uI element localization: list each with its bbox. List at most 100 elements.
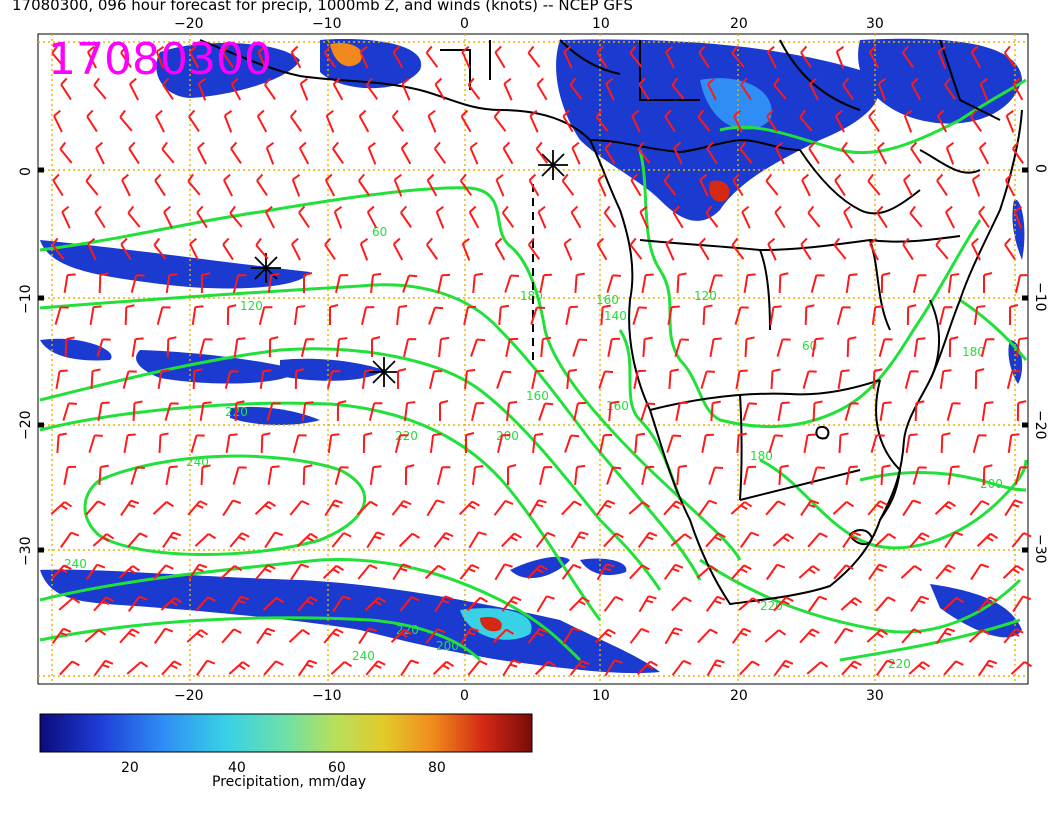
wind-barb [730,501,753,515]
wind-barb [129,77,139,101]
wind-barb [641,273,654,294]
wind-barb [641,465,655,486]
wind-barb [325,109,335,133]
wind-barb [290,563,310,581]
wind-barb [364,596,386,611]
wind-barb [164,402,179,421]
wind-barb [324,237,336,261]
wind-barb [359,45,369,69]
wind-barb [968,629,991,643]
wind-barb [493,499,514,516]
wind-barb [85,500,106,516]
wind-barb [909,205,923,228]
x-tick-label: 30 [866,16,884,32]
wind-barb [460,627,479,645]
wind-barb [95,141,105,165]
wind-barb [197,141,207,165]
wind-barb [469,141,479,165]
wind-barb [982,464,993,486]
wind-barb [834,627,854,644]
y-tick-label: −30 [18,536,34,566]
wind-barb [629,237,643,260]
wind-barb [186,629,209,643]
wind-barb [299,77,309,101]
wind-barb [157,369,170,390]
wind-barb [605,77,615,101]
wind-barb [260,432,271,454]
wind-barb [87,45,97,69]
wind-barb [566,368,578,390]
wind-barb [561,563,582,580]
wind-barb [163,205,173,229]
wind-barb [736,432,747,454]
wind-barb [196,659,216,676]
wind-barb [634,432,646,454]
wind-barb [60,77,72,101]
contour-label: 200 [436,639,459,653]
wind-barb [501,205,515,228]
wind-barb [947,465,960,486]
wind-barb [536,595,555,613]
contour-label: 160 [526,389,549,403]
wind-barb [834,173,846,197]
wind-barb [528,499,547,517]
wind-barb [56,432,67,454]
wind-barb [709,337,722,358]
wind-barb [98,464,109,486]
wind-barb [565,305,579,326]
wind-barb [223,173,233,197]
wind-barb [356,500,378,516]
wind-barb [571,141,581,165]
wind-barb [62,402,77,421]
wind-barb [846,336,857,358]
wind-barb [93,77,107,100]
wind-barb [358,173,370,196]
wind-barb [259,369,272,390]
wind-barb [970,563,990,581]
wind-barb [835,109,845,133]
contour-label: 180 [520,289,543,303]
wind-barb [335,337,348,358]
wind-barb [574,464,586,486]
wind-barb [880,272,891,294]
wind-barb [1015,274,1029,293]
wind-barb [429,370,443,389]
wind-barb [572,338,588,357]
wind-barb [403,338,417,357]
wind-barb [604,659,623,677]
colorbar-tick-label: 20 [121,760,139,776]
wind-barb [573,401,587,422]
wind-barb [368,402,383,421]
wind-barb [256,627,276,645]
wind-barb [978,141,990,165]
wind-barb [369,465,382,486]
colorbar-ticks: 20 40 60 80 [121,760,446,776]
wind-barb [426,237,438,260]
wind-barb [909,532,930,548]
wind-barb [266,402,281,421]
wind-barb [738,597,761,611]
wind-barb [638,595,657,613]
y-tick-label: −10 [18,284,34,314]
x-tick-label: 0 [460,16,469,32]
wind-barb [365,660,386,676]
geopotential-contours [39,78,1028,662]
wind-barb [502,141,514,165]
contour-label: 160 [596,293,619,307]
wind-barb [869,237,879,261]
wind-barb [603,205,617,228]
wind-barb [811,337,824,358]
wind-barb [229,205,243,228]
wind-barb [676,272,687,294]
wind-barb [404,464,415,486]
wind-barb [902,45,914,68]
wind-barb [94,205,106,229]
wind-barb [122,370,137,389]
wind-barb [391,499,412,516]
wind-barb [972,434,987,453]
wind-barb [495,173,505,197]
wind-barb [120,237,132,261]
wind-barb [232,274,247,293]
wind-barb [772,533,795,547]
wind-barb [505,337,519,358]
